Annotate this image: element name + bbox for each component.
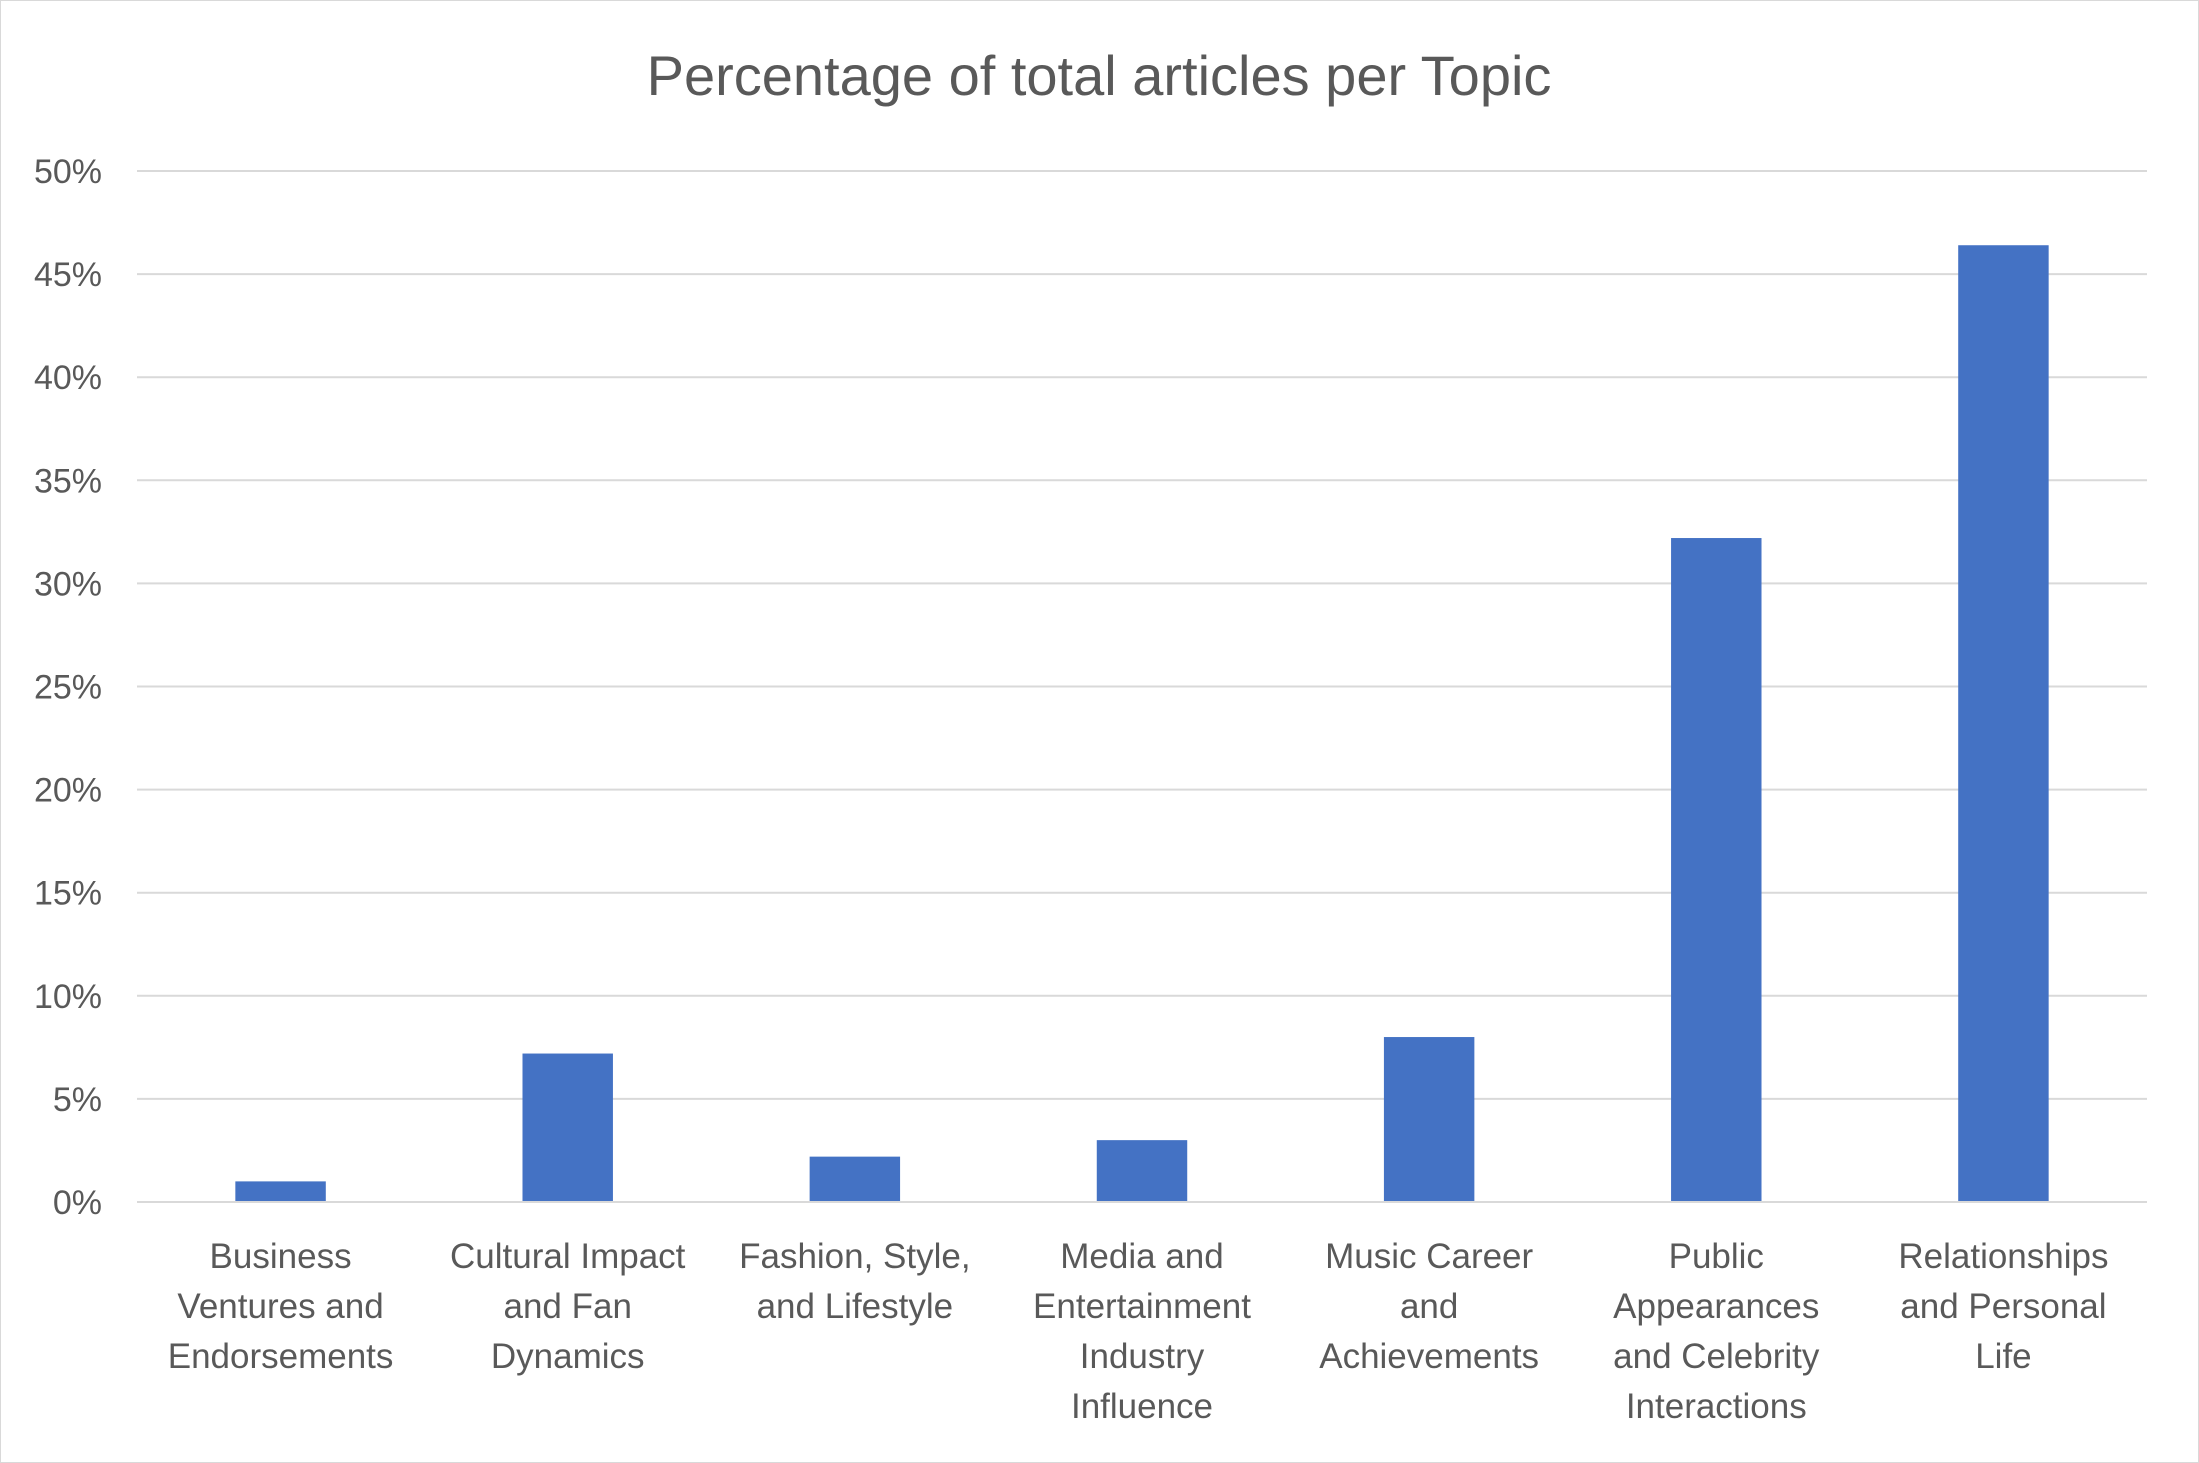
x-category-label-line: Achievements <box>1319 1337 1539 1376</box>
x-category-label-line: Public <box>1669 1237 1764 1276</box>
x-category-label-line: Music Career <box>1325 1237 1533 1276</box>
bar-1 <box>235 1181 326 1202</box>
bars <box>235 245 2049 1202</box>
x-category-label-line: and Celebrity <box>1613 1337 1820 1376</box>
bar-5 <box>1383 1037 1475 1202</box>
y-tick-label: 50% <box>34 153 102 191</box>
x-category-label-line: Relationships <box>1898 1237 2108 1276</box>
y-tick-label: 45% <box>34 256 102 294</box>
y-tick-label: 25% <box>34 669 102 707</box>
x-category-label-line: and Personal <box>1900 1287 2106 1326</box>
y-tick-label: 5% <box>53 1081 102 1119</box>
y-tick-label: 30% <box>34 565 102 603</box>
chart-title: Percentage of total articles per Topic <box>647 44 1552 107</box>
x-category-label-line: Cultural Impact <box>450 1237 686 1276</box>
bar-7 <box>1958 245 2049 1202</box>
x-category-label: Media and Entertainment Industry Influence <box>1033 1237 1251 1426</box>
bar-2 <box>522 1053 613 1202</box>
bar-6 <box>1671 538 1762 1202</box>
y-axis-tick-labels: 0% 5% 10% 15% 20% 25% 30% 35% 40% 45% 50% <box>34 153 102 1222</box>
x-category-label: Relationships and Personal Life <box>1898 1237 2108 1376</box>
x-category-label: Business Ventures and Endorsements <box>168 1237 394 1376</box>
gridlines <box>137 170 2147 1100</box>
y-tick-label: 20% <box>34 772 102 810</box>
bar-3 <box>809 1156 901 1202</box>
x-category-label-line: Fashion, Style, <box>739 1237 971 1276</box>
y-tick-label: 15% <box>34 875 102 913</box>
x-category-label: Music Career and Achievements <box>1319 1237 1539 1376</box>
x-category-label-line: Endorsements <box>168 1337 394 1376</box>
x-category-label-line: and Lifestyle <box>757 1287 954 1326</box>
x-category-label-line: Media and <box>1060 1237 1223 1276</box>
y-tick-label: 10% <box>34 978 102 1016</box>
x-category-label: Public Appearances and Celebrity Interactio… <box>1613 1237 1820 1426</box>
x-category-label-line: Dynamics <box>491 1337 645 1376</box>
bar-4 <box>1096 1140 1188 1202</box>
x-category-label: Fashion, Style, and Lifestyle <box>739 1237 971 1326</box>
y-tick-label: 40% <box>34 359 102 397</box>
x-category-label-line: Influence <box>1071 1387 1213 1426</box>
x-category-label-line: Life <box>1975 1337 2031 1376</box>
x-category-label: Cultural Impact and Fan Dynamics <box>450 1237 686 1376</box>
x-category-label-line: Interactions <box>1626 1387 1807 1426</box>
y-tick-label: 35% <box>34 462 102 500</box>
x-category-label-line: Appearances <box>1613 1287 1819 1326</box>
x-category-label-line: Entertainment <box>1033 1287 1251 1326</box>
x-category-label-line: and <box>1400 1287 1458 1326</box>
x-category-label-line: Business <box>210 1237 352 1276</box>
x-axis-category-labels: Business Ventures and Endorsements Cultural… <box>168 1237 2109 1426</box>
x-category-label-line: and Fan <box>503 1287 631 1326</box>
x-category-label-line: Ventures and <box>177 1287 383 1326</box>
x-category-label-line: Industry <box>1080 1337 1205 1376</box>
y-tick-label: 0% <box>53 1184 102 1222</box>
